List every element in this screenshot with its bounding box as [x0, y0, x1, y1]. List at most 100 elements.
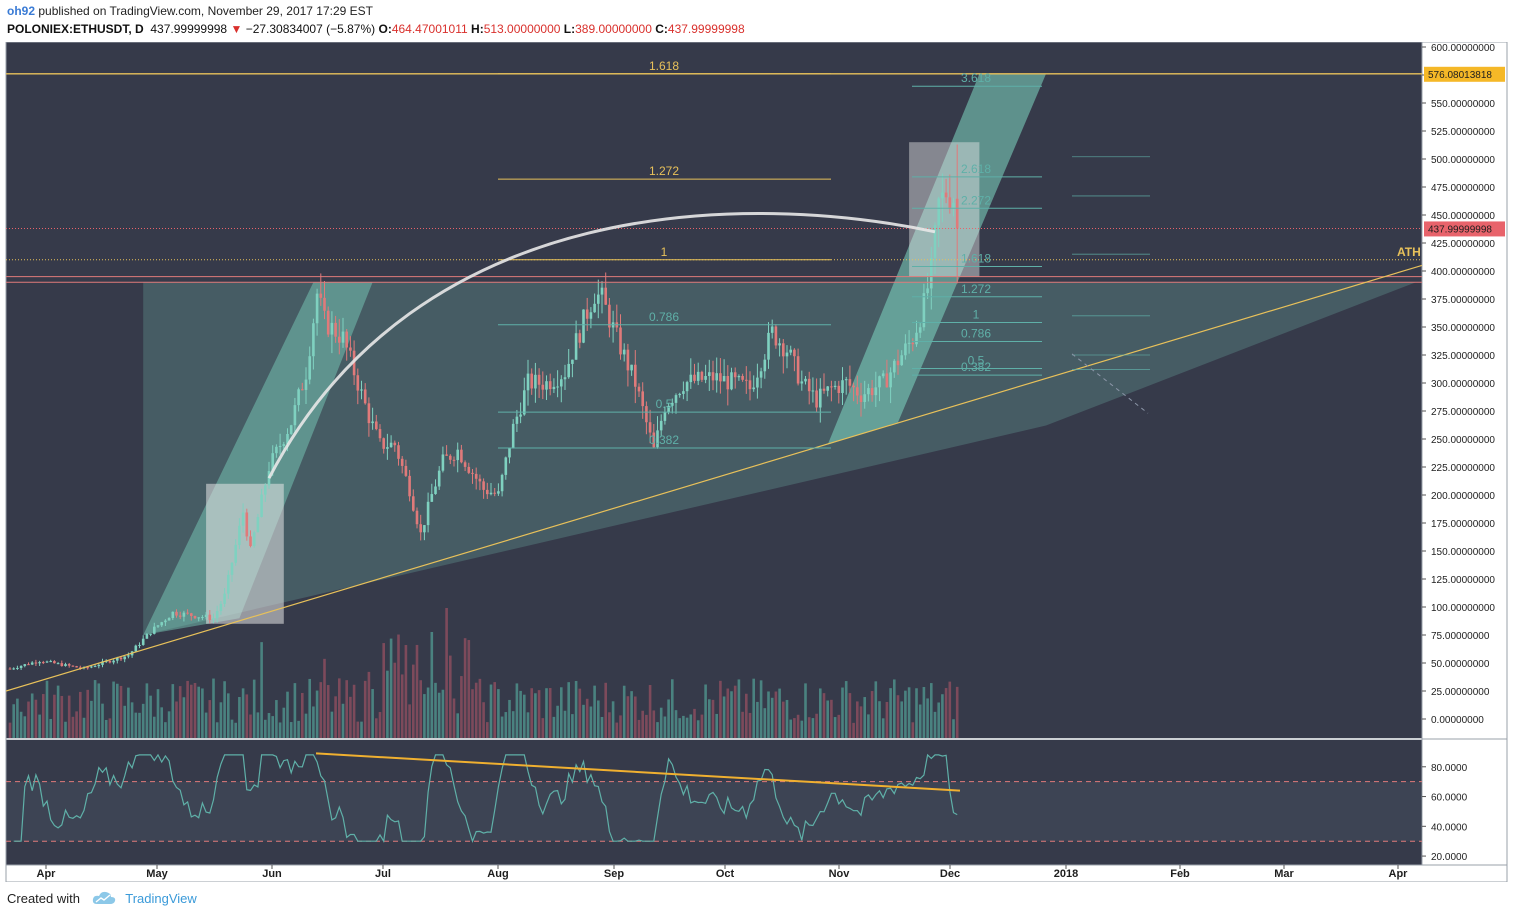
candle-body [408, 475, 411, 497]
volume-bar [412, 664, 415, 738]
candle-body [208, 614, 212, 620]
volume-bar [304, 713, 308, 738]
candle-body [811, 390, 815, 392]
candle-body [223, 593, 226, 604]
candle-body [45, 661, 49, 663]
volume-bar [785, 699, 789, 738]
candle-body [49, 661, 52, 663]
candle-body [574, 333, 578, 360]
volume-bar [907, 687, 911, 738]
candle-body [75, 666, 78, 668]
volume-bar [774, 691, 778, 738]
volume-bar [230, 719, 234, 738]
chart-area[interactable]: ATH1.6181.27210.7860.50.3823.6182.6182.2… [0, 42, 1513, 882]
volume-bar [759, 680, 763, 738]
volume-bar [467, 640, 471, 738]
volume-bar [156, 689, 160, 738]
volume-bar [363, 680, 367, 738]
candle-body [371, 421, 374, 424]
candle-body [293, 405, 297, 426]
open-label: O: [378, 22, 392, 36]
candle-body [770, 326, 774, 333]
volume-bar [349, 696, 352, 738]
candle-body [27, 664, 30, 666]
candle-body [308, 356, 311, 380]
volume-bar [478, 678, 482, 738]
candle-body [186, 612, 189, 614]
volume-bar [82, 717, 86, 738]
fib-ext-label: 0.382 [961, 360, 991, 374]
candle-body [489, 492, 493, 495]
volume-bar [807, 717, 811, 738]
candle-body [889, 372, 892, 388]
candle-body [589, 312, 593, 319]
candle-body [822, 388, 826, 391]
candle-body [508, 448, 511, 458]
candle-body [800, 381, 804, 384]
candle-body [393, 442, 397, 446]
candle-body [715, 373, 718, 381]
volume-bar [16, 698, 19, 738]
candle-body [630, 364, 633, 371]
candle-body [841, 380, 844, 393]
volume-bar [193, 682, 197, 738]
candle-body [848, 379, 852, 386]
candle-body [663, 412, 667, 421]
volume-bar [793, 718, 796, 738]
candle-body [608, 304, 611, 328]
candle-body [645, 406, 648, 423]
candle-body [312, 323, 315, 357]
candle-body [345, 331, 348, 348]
author-link[interactable]: oh92 [7, 4, 36, 18]
volume-bar [352, 684, 356, 738]
volume-bar [175, 701, 178, 738]
volume-bar [23, 716, 27, 738]
consolidation-box-2 [909, 142, 980, 277]
volume-bar [674, 710, 678, 738]
volume-bar [53, 694, 56, 738]
price-tick-label: 0.00000000 [1431, 715, 1484, 726]
volume-bar [234, 722, 237, 738]
candle-body [741, 375, 744, 380]
candle-body [519, 414, 522, 417]
volume-bar [145, 683, 149, 738]
candle-body [752, 387, 755, 390]
candle-body [204, 614, 208, 618]
volume-bar [12, 704, 15, 738]
candle-body [123, 656, 126, 660]
candle-body [334, 322, 337, 337]
publish-line: oh92 published on TradingView.com, Novem… [7, 4, 373, 18]
candle-body [79, 667, 82, 669]
volume-bar [696, 720, 700, 738]
price-tick-label: 425.00000000 [1431, 239, 1495, 250]
candle-body [685, 382, 689, 392]
volume-bar [90, 700, 93, 738]
candle-body [289, 425, 293, 434]
volume-bar [822, 693, 826, 738]
volume-bar [552, 716, 556, 738]
time-axis-pane[interactable] [6, 865, 1422, 882]
volume-bar [648, 685, 652, 738]
rsi-pane[interactable] [6, 740, 1422, 865]
price-tick-label: 25.00000000 [1431, 687, 1490, 698]
time-tick-label: Nov [829, 868, 851, 880]
candle-body [571, 359, 574, 364]
volume-bar [186, 680, 189, 738]
candle-body [807, 378, 811, 392]
price-tick-label: 500.00000000 [1431, 155, 1495, 166]
candle-body [530, 373, 533, 389]
volume-bar [885, 701, 889, 738]
price-axis-pane[interactable] [1422, 42, 1507, 865]
candle-body [60, 663, 64, 667]
volume-bar [652, 710, 656, 738]
volume-bar [241, 688, 245, 738]
volume-bar [182, 697, 186, 738]
volume-bar [867, 714, 870, 738]
volume-bar [852, 722, 855, 738]
rsi-tick-label: 40.0000 [1431, 822, 1468, 833]
volume-bar [508, 699, 511, 738]
tradingview-link[interactable]: TradingView [125, 891, 197, 906]
candle-body [445, 454, 448, 456]
volume-bar [278, 722, 282, 738]
volume-bar [523, 694, 526, 738]
